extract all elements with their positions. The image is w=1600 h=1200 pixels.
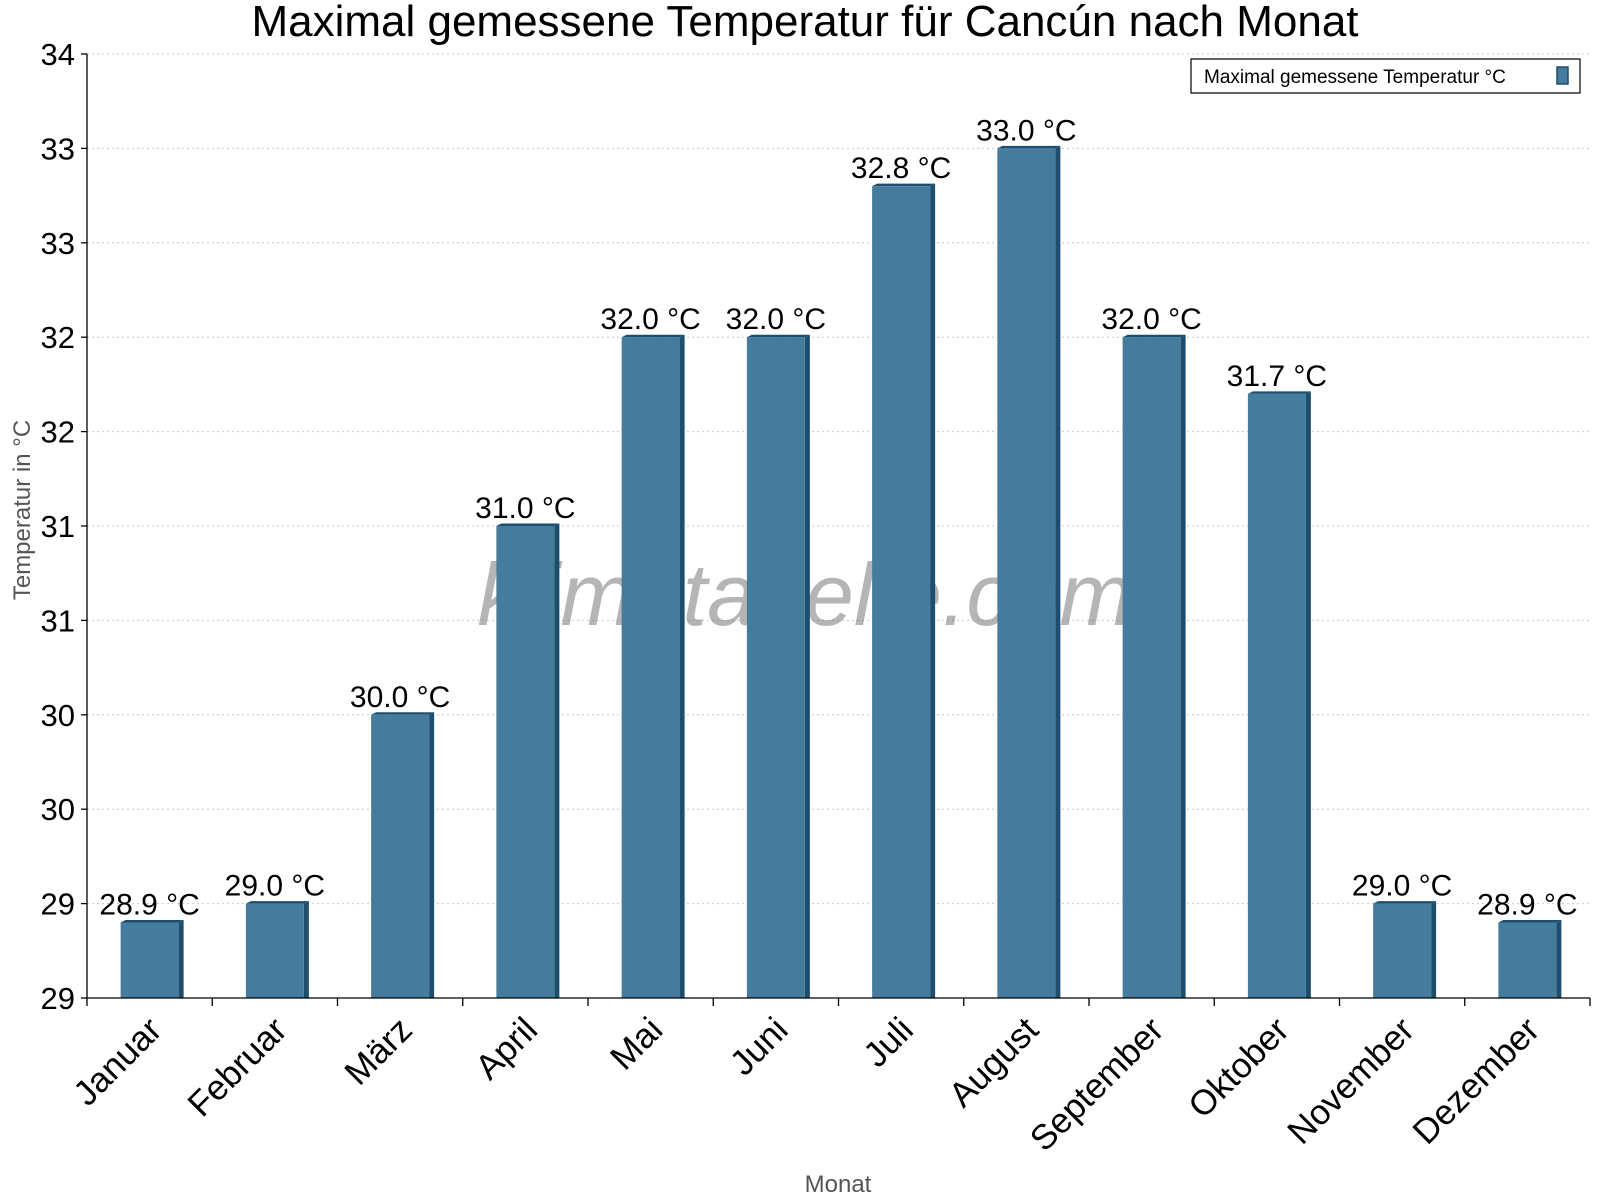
bar-august	[997, 148, 1056, 998]
bar-top-juli	[872, 183, 936, 187]
y-tick-label: 32	[41, 415, 75, 450]
bar-side-november	[1431, 901, 1437, 998]
data-label: 28.9 °C	[99, 888, 199, 921]
bar-side-januar	[178, 919, 184, 998]
x-tick-label-dezember: Dezember	[1405, 1010, 1547, 1152]
bar-side-mai	[679, 334, 685, 998]
y-axis-label: Temperatur in °C	[9, 420, 36, 600]
bar-juli	[872, 186, 931, 998]
x-tick-label-märz: März	[337, 1010, 420, 1093]
bar-top-dezember	[1498, 919, 1562, 923]
legend-label: Maximal gemessene Temperatur °C	[1204, 67, 1506, 88]
data-label: 31.7 °C	[1227, 360, 1327, 393]
bar-top-februar	[245, 901, 309, 904]
y-tick-label: 30	[41, 698, 75, 733]
bar-juni	[746, 337, 805, 998]
x-tick-label-februar: Februar	[180, 1010, 294, 1124]
legend-box	[1190, 58, 1581, 94]
legend-swatch	[1556, 66, 1569, 85]
bar-oktober	[1247, 393, 1306, 999]
bar-april	[496, 526, 555, 998]
bar-november	[1373, 903, 1432, 998]
bar-side-september	[1180, 334, 1186, 998]
bar-januar	[120, 922, 179, 998]
x-tick-label-august: August	[941, 1010, 1046, 1115]
y-tick-label: 33	[41, 226, 75, 261]
data-label: 32.0 °C	[726, 303, 826, 336]
data-label: 30.0 °C	[350, 681, 450, 714]
bar-top-april	[496, 523, 560, 526]
y-tick-label: 31	[41, 509, 75, 544]
x-tick-label-januar: Januar	[66, 1010, 169, 1113]
bar-top-oktober	[1247, 391, 1311, 394]
bar-side-dezember	[1556, 919, 1562, 998]
bar-mai	[621, 337, 680, 998]
bars	[120, 145, 1562, 999]
chart-title: Maximal gemessene Temperatur für Cancún …	[251, 0, 1358, 46]
data-label: 31.0 °C	[475, 492, 575, 525]
x-tick-label-november: November	[1280, 1010, 1422, 1152]
bar-top-januar	[120, 919, 184, 923]
data-label: 28.9 °C	[1477, 888, 1577, 921]
y-tick-label: 34	[41, 37, 75, 72]
bar-side-märz	[429, 712, 435, 998]
bar-märz	[371, 714, 430, 998]
data-label: 29.0 °C	[225, 870, 325, 903]
bar-side-oktober	[1305, 391, 1311, 999]
y-tick-label: 32	[41, 320, 75, 355]
bar-top-juni	[746, 334, 810, 338]
y-tick-label: 33	[41, 131, 75, 166]
y-tick-label: 29	[41, 887, 75, 922]
bar-side-april	[554, 523, 560, 998]
y-tick-label: 31	[41, 603, 75, 638]
x-tick-label-april: April	[468, 1010, 545, 1087]
bar-top-märz	[371, 712, 435, 715]
data-label: 32.0 °C	[1101, 303, 1201, 336]
data-label: 33.0 °C	[976, 114, 1076, 147]
grid-lines	[87, 53, 1590, 905]
bar-september	[1122, 337, 1181, 998]
x-axis-label: Monat	[805, 1171, 872, 1198]
bar-top-november	[1373, 901, 1437, 904]
bar-side-juni	[804, 334, 810, 998]
bar-side-februar	[303, 901, 309, 998]
bar-top-august	[997, 145, 1061, 149]
legend: Maximal gemessene Temperatur °C	[1190, 58, 1581, 94]
x-tick-label-juni: Juni	[723, 1010, 796, 1083]
bar-side-august	[1055, 145, 1061, 998]
bar-februar	[245, 903, 304, 998]
x-tick-label-september: September	[1023, 1010, 1172, 1159]
y-tick-label: 30	[41, 792, 75, 827]
y-tick-label: 29	[41, 981, 75, 1016]
data-labels: 28.9 °C 29.0 °C 30.0 °C 31.0 °C 32.0 °C 32.0 …	[99, 114, 1577, 921]
data-label: 32.8 °C	[851, 152, 951, 185]
data-label: 32.0 °C	[600, 303, 700, 336]
bar-top-september	[1122, 334, 1186, 338]
data-label: 29.0 °C	[1352, 870, 1452, 903]
bar-dezember	[1498, 922, 1557, 998]
bar-top-mai	[621, 334, 685, 338]
x-tick-label-mai: Mai	[603, 1010, 670, 1077]
bar-side-juli	[930, 183, 936, 998]
x-tick-label-oktober: Oktober	[1181, 1010, 1297, 1126]
x-tick-label-juli: Juli	[856, 1010, 921, 1075]
